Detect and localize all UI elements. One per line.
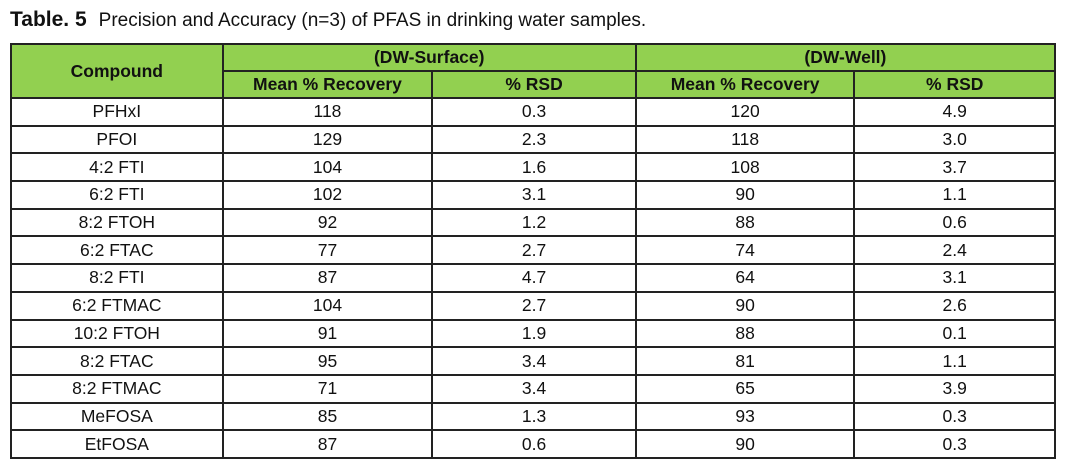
well-rsd-cell: 0.3	[853, 401, 1056, 432]
well-rsd-cell: 1.1	[853, 180, 1056, 210]
well-rsd-cell: 2.4	[853, 235, 1056, 266]
well-rsd-cell: 0.3	[853, 429, 1056, 459]
surface-rsd-cell: 3.4	[431, 346, 637, 376]
header-dw-surface: (DW-Surface)	[221, 43, 637, 72]
table-row: 6:2 FTI 102 3.1 90 1.1	[10, 180, 1056, 210]
compound-cell: 4:2 FTI	[10, 152, 224, 183]
table-row: MeFOSA 85 1.3 93 0.3	[10, 401, 1056, 432]
table-caption: Table. 5 Precision and Accuracy (n=3) of …	[10, 8, 646, 32]
table-row: 8:2 FTMAC 71 3.4 65 3.9	[10, 373, 1056, 404]
compound-cell: PFOI	[10, 124, 224, 155]
header-well-rsd: % RSD	[853, 70, 1056, 99]
well-recovery-cell: 64	[634, 263, 856, 293]
header-surface-recovery: Mean % Recovery	[221, 70, 434, 99]
table-row: 10:2 FTOH 91 1.9 88 0.1	[10, 318, 1056, 349]
compound-cell: 8:2 FTI	[10, 263, 224, 293]
header-dw-well: (DW-Well)	[634, 43, 1057, 72]
surface-rsd-cell: 1.3	[431, 401, 637, 432]
compound-cell: PFHxI	[10, 97, 224, 127]
compound-cell: 6:2 FTMAC	[10, 290, 224, 321]
well-recovery-cell: 90	[634, 180, 856, 210]
surface-rsd-cell: 2.7	[431, 235, 637, 266]
table-row: 8:2 FTAC 95 3.4 81 1.1	[10, 346, 1056, 376]
well-recovery-cell: 120	[634, 97, 856, 127]
compound-cell: 10:2 FTOH	[10, 318, 224, 349]
header-surface-rsd: % RSD	[431, 70, 637, 99]
surface-rsd-cell: 3.4	[431, 373, 637, 404]
well-recovery-cell: 90	[634, 429, 856, 459]
table-row: PFHxI 118 0.3 120 4.9	[10, 97, 1056, 127]
surface-recovery-cell: 104	[221, 290, 434, 321]
compound-cell: 8:2 FTAC	[10, 346, 224, 376]
recovery-table: Compound (DW-Surface) (DW-Well) Mean % R…	[10, 43, 1057, 459]
well-rsd-cell: 3.9	[853, 373, 1056, 404]
compound-cell: EtFOSA	[10, 429, 224, 459]
well-recovery-cell: 93	[634, 401, 856, 432]
surface-recovery-cell: 102	[221, 180, 434, 210]
surface-rsd-cell: 0.6	[431, 429, 637, 459]
surface-recovery-cell: 87	[221, 429, 434, 459]
compound-cell: MeFOSA	[10, 401, 224, 432]
surface-recovery-cell: 77	[221, 235, 434, 266]
well-rsd-cell: 0.1	[853, 318, 1056, 349]
table-row: 6:2 FTMAC 104 2.7 90 2.6	[10, 290, 1056, 321]
well-rsd-cell: 0.6	[853, 207, 1056, 238]
table-row: 8:2 FTI 87 4.7 64 3.1	[10, 263, 1056, 293]
surface-rsd-cell: 3.1	[431, 180, 637, 210]
surface-rsd-cell: 2.3	[431, 124, 637, 155]
compound-cell: 8:2 FTOH	[10, 207, 224, 238]
surface-recovery-cell: 92	[221, 207, 434, 238]
table-row: EtFOSA 87 0.6 90 0.3	[10, 429, 1056, 459]
compound-cell: 8:2 FTMAC	[10, 373, 224, 404]
well-recovery-cell: 108	[634, 152, 856, 183]
surface-recovery-cell: 87	[221, 263, 434, 293]
surface-recovery-cell: 91	[221, 318, 434, 349]
well-rsd-cell: 1.1	[853, 346, 1056, 376]
well-rsd-cell: 3.0	[853, 124, 1056, 155]
well-recovery-cell: 118	[634, 124, 856, 155]
well-recovery-cell: 74	[634, 235, 856, 266]
well-recovery-cell: 81	[634, 346, 856, 376]
surface-rsd-cell: 1.6	[431, 152, 637, 183]
table-row: PFOI 129 2.3 118 3.0	[10, 124, 1056, 155]
surface-recovery-cell: 129	[221, 124, 434, 155]
surface-rsd-cell: 2.7	[431, 290, 637, 321]
surface-recovery-cell: 71	[221, 373, 434, 404]
surface-recovery-cell: 95	[221, 346, 434, 376]
surface-rsd-cell: 0.3	[431, 97, 637, 127]
compound-cell: 6:2 FTAC	[10, 235, 224, 266]
compound-cell: 6:2 FTI	[10, 180, 224, 210]
well-rsd-cell: 3.1	[853, 263, 1056, 293]
header-well-recovery: Mean % Recovery	[634, 70, 856, 99]
well-rsd-cell: 3.7	[853, 152, 1056, 183]
table-label: Table. 5	[10, 8, 87, 31]
table-row: 8:2 FTOH 92 1.2 88 0.6	[10, 207, 1056, 238]
surface-recovery-cell: 104	[221, 152, 434, 183]
surface-recovery-cell: 85	[221, 401, 434, 432]
well-recovery-cell: 90	[634, 290, 856, 321]
header-compound: Compound	[10, 43, 224, 99]
well-rsd-cell: 2.6	[853, 290, 1056, 321]
table-row: 6:2 FTAC 77 2.7 74 2.4	[10, 235, 1056, 266]
table-title: Precision and Accuracy (n=3) of PFAS in …	[98, 10, 647, 31]
surface-rsd-cell: 1.9	[431, 318, 637, 349]
surface-recovery-cell: 118	[221, 97, 434, 127]
surface-rsd-cell: 4.7	[431, 263, 637, 293]
surface-rsd-cell: 1.2	[431, 207, 637, 238]
well-recovery-cell: 88	[634, 207, 856, 238]
well-rsd-cell: 4.9	[853, 97, 1056, 127]
well-recovery-cell: 65	[634, 373, 856, 404]
table-row: 4:2 FTI 104 1.6 108 3.7	[10, 152, 1056, 183]
well-recovery-cell: 88	[634, 318, 856, 349]
